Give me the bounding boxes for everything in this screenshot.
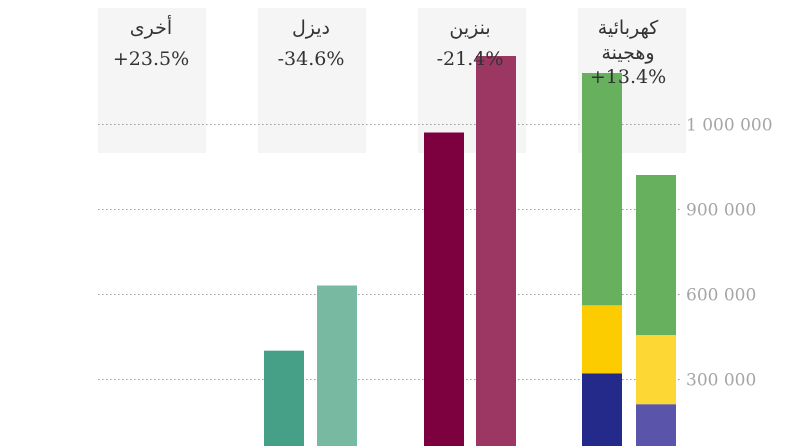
- bar-segment: [424, 132, 464, 446]
- bar-segment: [582, 305, 622, 374]
- change-percent: +23.5%: [113, 48, 189, 70]
- change-percent: +13.4%: [590, 66, 666, 88]
- category-panel: [98, 8, 206, 153]
- bar-segment: [264, 350, 304, 446]
- category-name: كهربائية: [598, 17, 660, 39]
- bar-segment: [582, 373, 622, 446]
- category-labels: كهربائية وهجينة+13.4% بنزين -21.4% ديزل -34.6…: [113, 15, 666, 88]
- y-tick-label: 600 000: [686, 286, 756, 306]
- y-tick-label: 300 000: [686, 371, 756, 391]
- bar-segment: [636, 175, 676, 336]
- bar-segment: [582, 73, 622, 306]
- category-name: بنزين: [449, 17, 490, 39]
- change-percent: -34.6%: [278, 48, 345, 70]
- category-name: أخرى: [130, 15, 172, 39]
- bar-segment: [476, 56, 516, 446]
- category-name: ديزل: [292, 17, 330, 39]
- bar-segment: [636, 404, 676, 446]
- y-tick-label: 1 000 000: [686, 116, 773, 136]
- change-percent: -21.4%: [437, 48, 504, 70]
- category-name: وهجينة: [601, 42, 654, 64]
- bar-segment: [317, 285, 357, 446]
- bars: [264, 56, 676, 446]
- bar-segment: [636, 335, 676, 405]
- category-panel: [258, 8, 366, 153]
- y-axis: 300 000 600 000 900 000 1 000 000: [686, 116, 773, 391]
- y-tick-label: 900 000: [686, 201, 756, 221]
